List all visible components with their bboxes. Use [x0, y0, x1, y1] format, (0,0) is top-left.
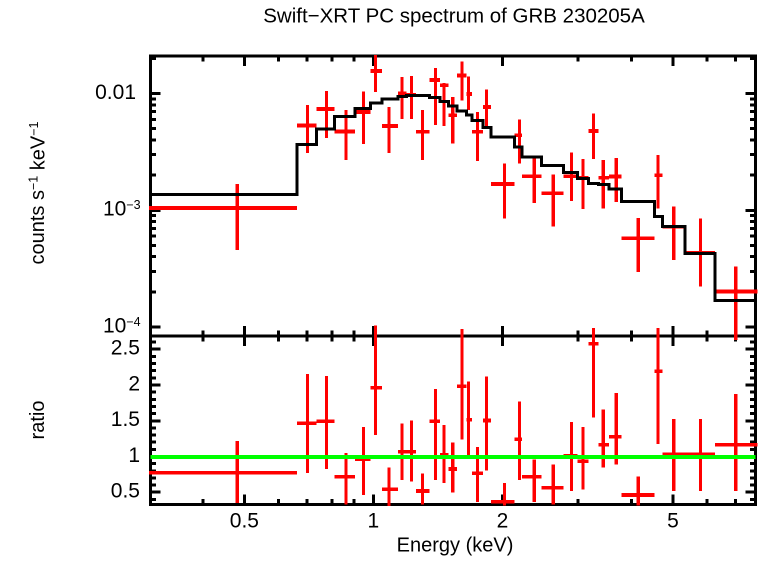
svg-text:1: 1 [368, 510, 380, 533]
svg-text:0.5: 0.5 [111, 480, 140, 503]
svg-text:1: 1 [128, 444, 140, 467]
svg-text:2.5: 2.5 [111, 337, 140, 360]
svg-text:counts s−1 keV−1: counts s−1 keV−1 [27, 121, 50, 264]
svg-text:2: 2 [128, 372, 140, 395]
svg-text:0.01: 0.01 [95, 81, 136, 104]
svg-text:Energy (keV): Energy (keV) [397, 535, 514, 557]
svg-text:1.5: 1.5 [111, 408, 140, 431]
svg-text:ratio: ratio [27, 401, 49, 440]
svg-text:2: 2 [497, 510, 509, 533]
svg-text:0.5: 0.5 [230, 510, 259, 533]
svg-text:5: 5 [667, 510, 679, 533]
svg-text:Swift−XRT PC spectrum of GRB 2: Swift−XRT PC spectrum of GRB 230205A [263, 5, 645, 28]
